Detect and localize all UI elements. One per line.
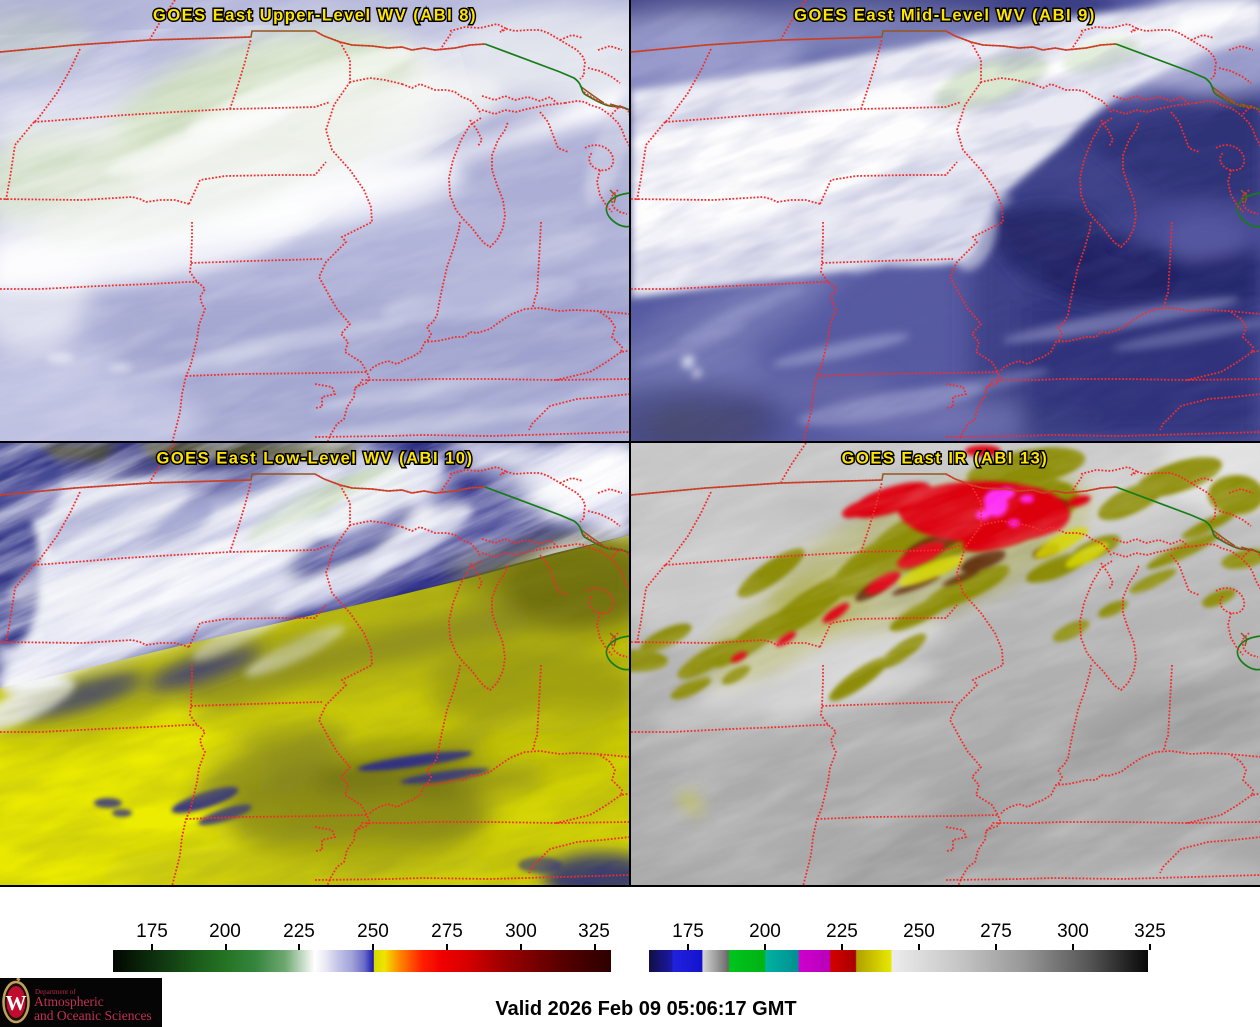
- svg-text:GOES East Low-Level WV (ABI 10: GOES East Low-Level WV (ABI 10): [157, 450, 474, 468]
- svg-text:GOES East Mid-Level WV (ABI 9): GOES East Mid-Level WV (ABI 9): [794, 7, 1096, 25]
- svg-text:GOES East IR (ABI 13): GOES East IR (ABI 13): [842, 450, 1049, 468]
- svg-text:GOES East Upper-Level WV (ABI: GOES East Upper-Level WV (ABI 8): [153, 7, 477, 25]
- svg-text:Department of: Department of: [35, 988, 76, 996]
- svg-text:Atmospheric: Atmospheric: [34, 994, 104, 1009]
- svg-text:and Oceanic Sciences: and Oceanic Sciences: [34, 1008, 152, 1023]
- svg-text:W: W: [6, 991, 27, 1015]
